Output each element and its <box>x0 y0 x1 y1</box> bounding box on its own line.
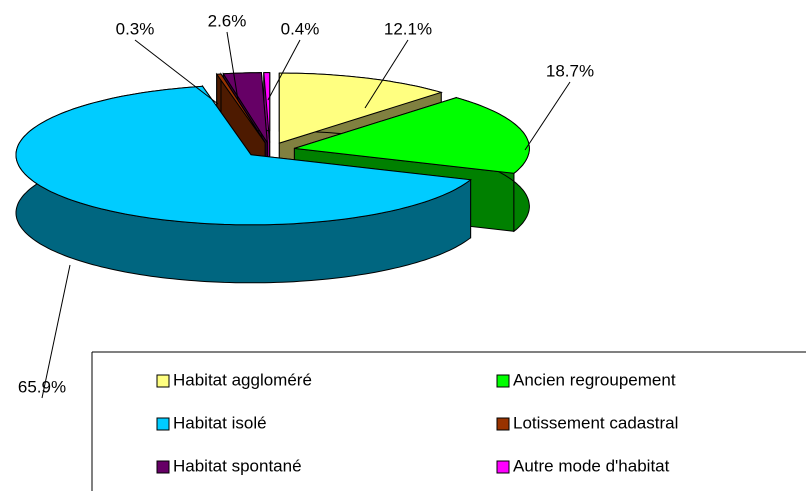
legend: Habitat aggloméré Ancien regroupement Habi… <box>156 370 678 475</box>
leader-line <box>226 31 239 101</box>
legend-label: Habitat spontané <box>173 456 302 475</box>
leader-line <box>364 39 409 109</box>
legend-frame <box>91 351 806 491</box>
slice-top <box>294 97 530 174</box>
slice-top <box>15 85 472 226</box>
legend-label: Habitat aggloméré <box>173 370 312 389</box>
pie <box>15 72 530 284</box>
slice-top <box>215 73 266 143</box>
leader-line <box>524 81 571 151</box>
data-label: 18.7% <box>546 61 594 80</box>
legend-label: Ancien regroupement <box>513 370 676 389</box>
legend-label: Autre mode d'habitat <box>513 456 670 475</box>
legend-swatch <box>156 460 170 474</box>
data-label: 65.9% <box>18 377 66 396</box>
slice <box>15 84 472 284</box>
leader-line <box>267 39 301 101</box>
legend-label: Lotissement cadastral <box>513 413 678 432</box>
legend-swatch <box>496 417 510 431</box>
data-label: 12.1% <box>384 19 432 38</box>
data-label: 0.3% <box>116 19 155 38</box>
legend-swatch <box>156 374 170 388</box>
legend-swatch <box>496 460 510 474</box>
legend-swatch <box>156 417 170 431</box>
data-label: 0.4% <box>281 19 320 38</box>
leader-line <box>134 39 219 105</box>
slice-top <box>222 72 268 143</box>
slice-top <box>278 72 443 144</box>
labels: 12.1% 18.7% 65.9% 0.3% 2.6% 0.4% <box>18 11 594 399</box>
legend-swatch <box>496 374 510 388</box>
leader-line <box>41 264 71 399</box>
data-label: 2.6% <box>208 11 247 30</box>
legend-label: Habitat isolé <box>173 413 267 432</box>
